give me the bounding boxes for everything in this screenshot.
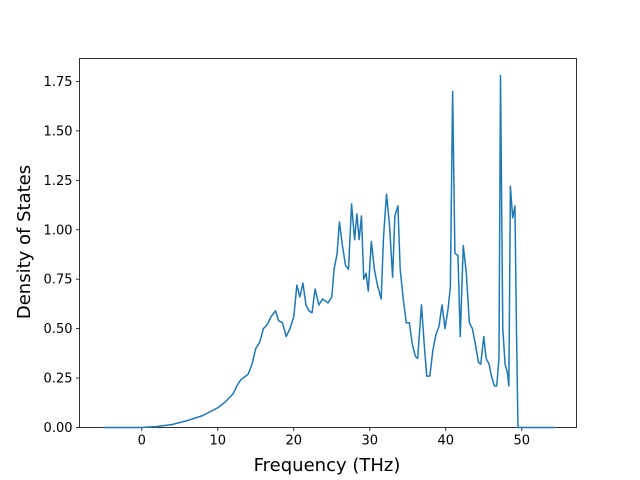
y-tick-label: 1.00 bbox=[44, 223, 73, 238]
axes-frame bbox=[79, 58, 577, 428]
y-tick-label: 1.50 bbox=[44, 124, 73, 139]
y-tick-label: 0.00 bbox=[44, 421, 73, 436]
x-tick-label: 10 bbox=[210, 434, 227, 449]
data-line bbox=[103, 74, 555, 429]
y-tick-label: 0.50 bbox=[44, 322, 73, 337]
y-tick-label: 1.25 bbox=[44, 174, 73, 189]
x-axis-label: Frequency (THz) bbox=[254, 455, 401, 476]
x-tick-label: 40 bbox=[438, 434, 455, 449]
x-tick-label: 50 bbox=[514, 434, 531, 449]
y-tick-label: 0.75 bbox=[44, 273, 73, 288]
x-tick-label: 0 bbox=[138, 434, 146, 449]
x-tick-label: 30 bbox=[362, 434, 379, 449]
x-tick-label: 20 bbox=[286, 434, 303, 449]
y-tick-label: 1.75 bbox=[44, 75, 73, 90]
y-tick-label: 0.25 bbox=[44, 372, 73, 387]
y-axis-label: Density of States bbox=[14, 165, 35, 319]
